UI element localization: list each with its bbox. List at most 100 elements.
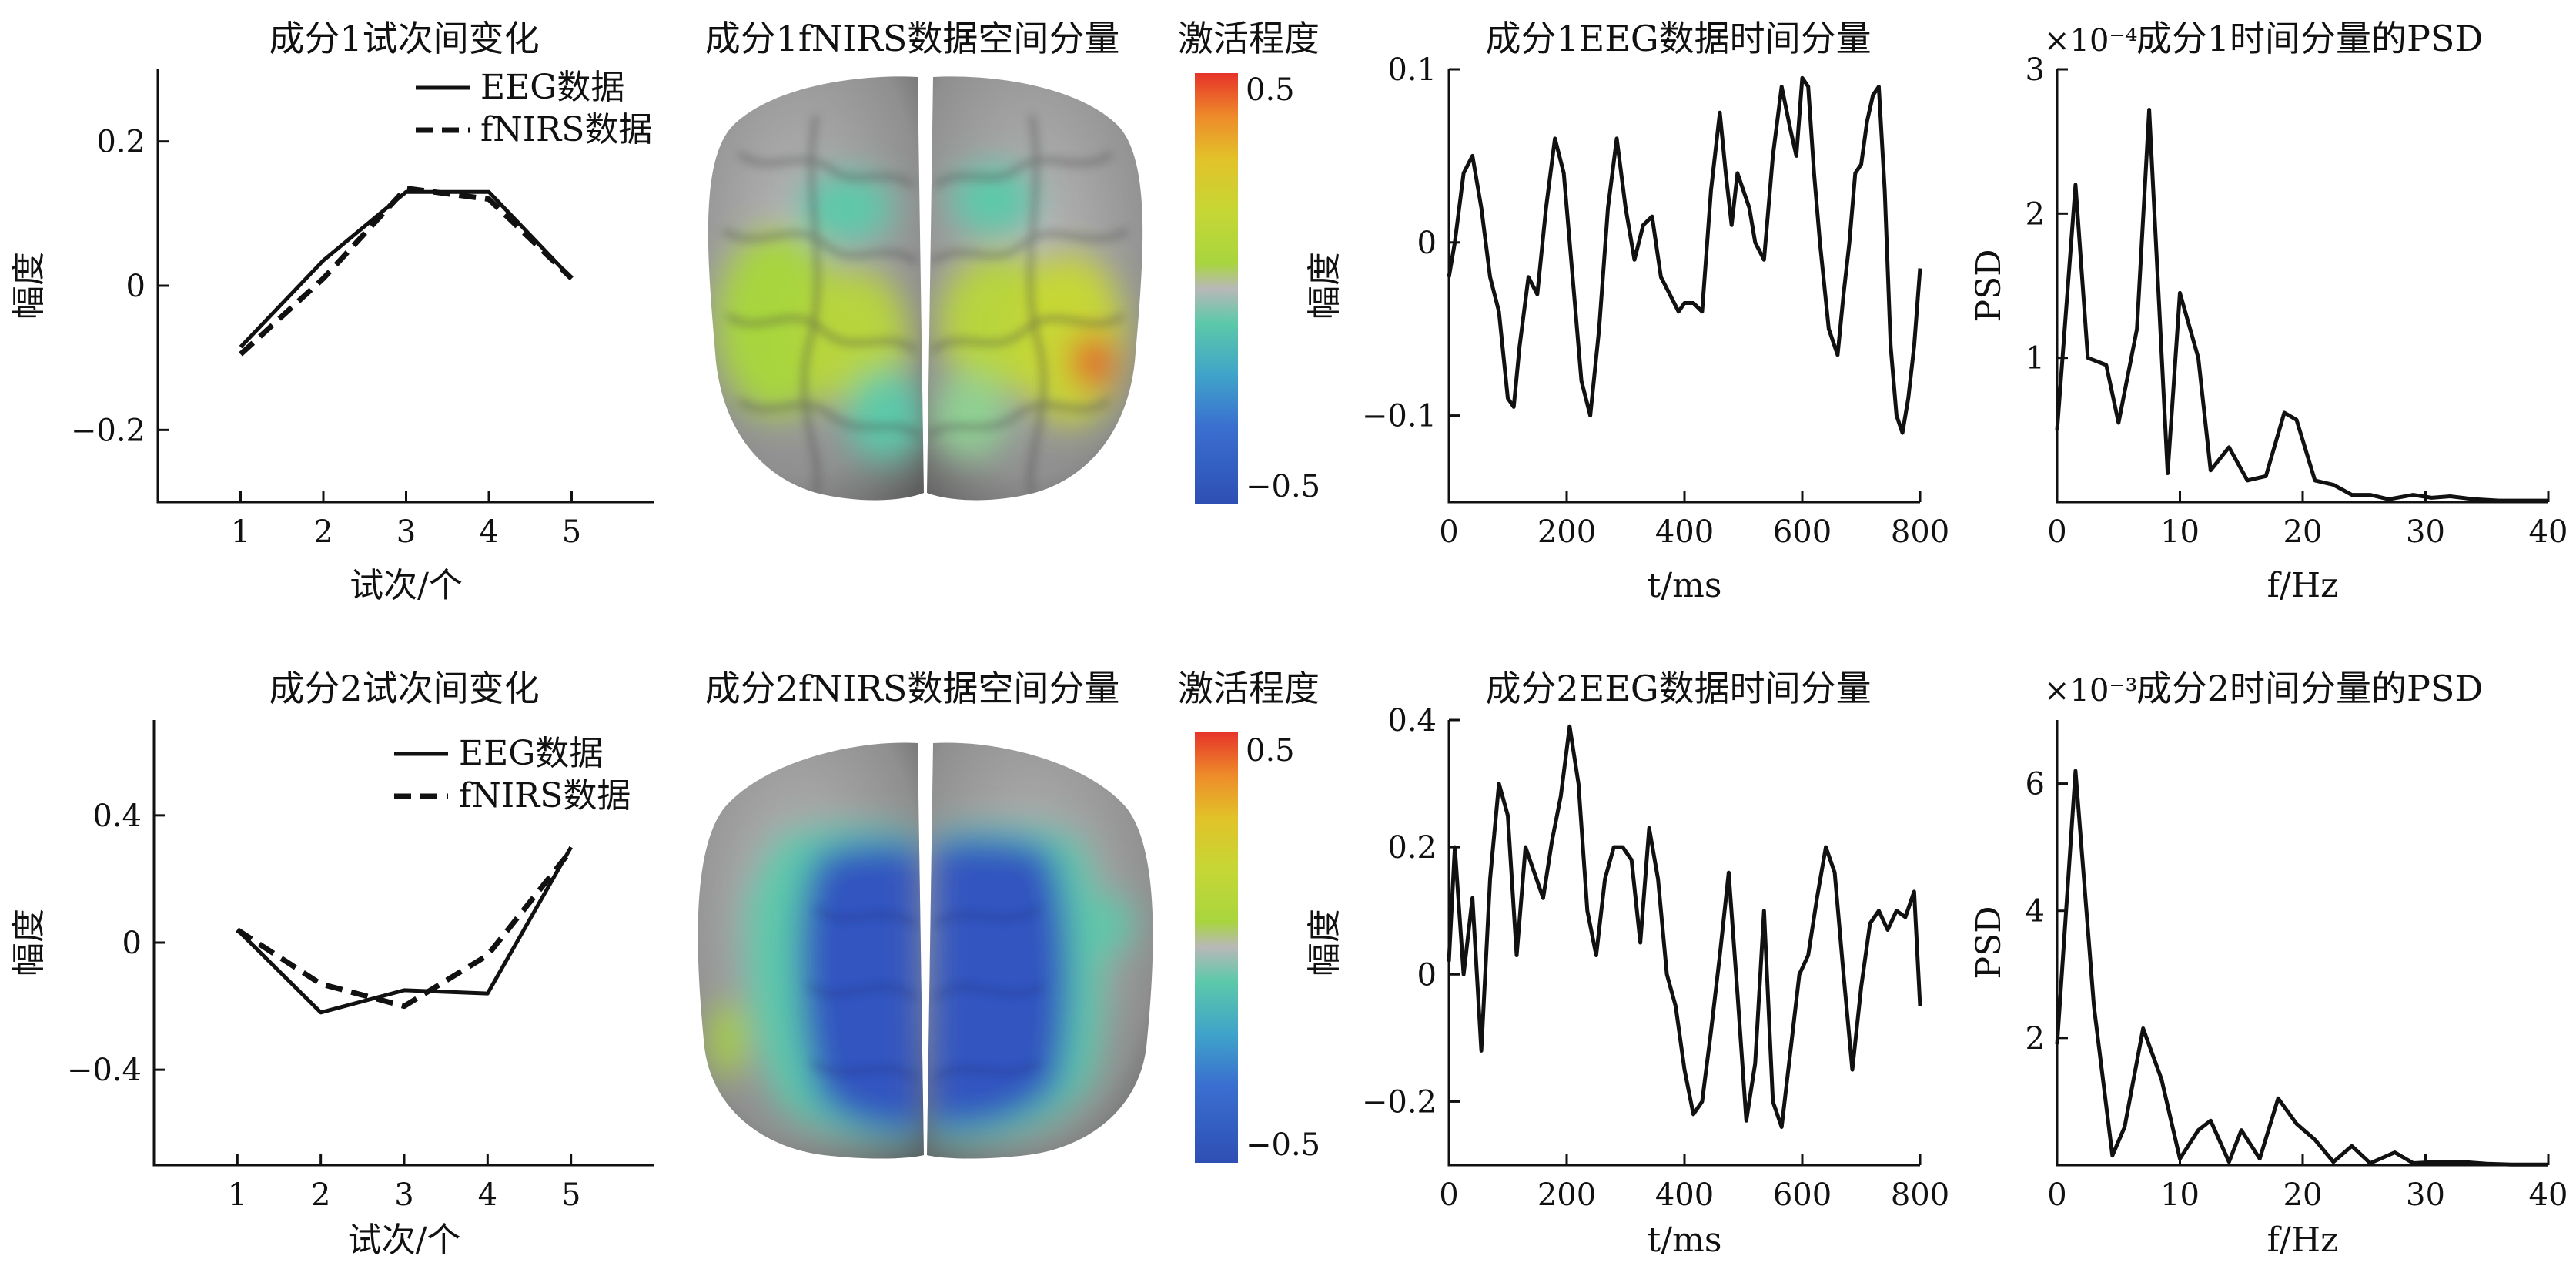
x-axis-label: f/Hz bbox=[2267, 566, 2339, 605]
x-tick-label: 2 bbox=[313, 514, 333, 550]
chart-title: 成分1时间分量的PSD bbox=[2136, 18, 2484, 59]
legend-entry: EEG数据 bbox=[480, 68, 624, 107]
y-tick-label: −0.2 bbox=[1362, 1084, 1437, 1120]
series-line-2 bbox=[239, 186, 574, 357]
brain-2-left-hemisphere bbox=[698, 742, 924, 1159]
chart-title: 成分2试次间变化 bbox=[269, 668, 539, 709]
brain-1-title: 成分1fNIRS数据空间分量 bbox=[705, 18, 1120, 59]
chart-p5: 0 200 400 600 800 −0.2 0 0.2 0.4 成分2EEG数据时间分量 t/ms… bbox=[1305, 668, 1949, 1260]
brain-1-colorbar-min: −0.5 bbox=[1246, 469, 1320, 504]
y-tick-label: 0.1 bbox=[1387, 52, 1437, 88]
legend-entry: fNIRS数据 bbox=[480, 110, 652, 149]
y-tick-label: 0 bbox=[126, 269, 146, 304]
brain-2-colorbar-max: 0.5 bbox=[1246, 733, 1295, 769]
chart-title: 成分1试次间变化 bbox=[269, 18, 539, 59]
brain-1-colorbar-max: 0.5 bbox=[1246, 72, 1295, 108]
y-tick-label: −0.1 bbox=[1362, 399, 1437, 434]
y-tick-label: 0 bbox=[1417, 957, 1437, 993]
x-tick-label: 20 bbox=[2283, 1177, 2323, 1213]
x-tick-label: 1 bbox=[231, 514, 250, 550]
brain-2-colorbar bbox=[1195, 732, 1238, 1163]
y-axis-label: 幅度 bbox=[9, 909, 49, 976]
y-axis-label: 幅度 bbox=[1305, 909, 1344, 976]
scale-label: ×10⁻⁴ bbox=[2044, 23, 2138, 59]
y-tick-label: 1 bbox=[2026, 341, 2045, 377]
x-axis-label: 试次/个 bbox=[350, 566, 463, 605]
y-axis-label: PSD bbox=[1969, 906, 2009, 979]
brain-panel-1: 成分1fNIRS数据空间分量 bbox=[705, 18, 1320, 504]
y-tick-label: 0 bbox=[1417, 226, 1437, 261]
y-tick-label: −0.2 bbox=[71, 413, 146, 448]
x-tick-label: 400 bbox=[1655, 1177, 1714, 1213]
chart-p2: 0 200 400 600 800 −0.1 0 0.1 成分1EEG数据时间分量 t/ms 幅度 bbox=[1305, 18, 1949, 605]
y-tick-label: 0.2 bbox=[96, 125, 146, 160]
brain-panel-2: 成分2fNIRS数据空间分量 bbox=[698, 668, 1320, 1163]
chart-p3: 0 10 20 30 40 1 2 3 成分1时间分量的PSD f/Hz PSD ×10⁻⁴ bbox=[1969, 18, 2568, 605]
x-tick-label: 0 bbox=[1439, 1177, 1458, 1213]
y-axis-label: PSD bbox=[1969, 249, 2009, 322]
brain-1-colorbar bbox=[1195, 73, 1238, 504]
x-tick-label: 200 bbox=[1537, 514, 1596, 550]
y-axis-label: 幅度 bbox=[9, 252, 49, 320]
x-tick-label: 0 bbox=[2047, 514, 2066, 550]
series-line-1 bbox=[1447, 75, 1922, 435]
series-line-1 bbox=[1447, 724, 1922, 1129]
y-tick-label: 4 bbox=[2026, 894, 2045, 929]
x-axis-label: t/ms bbox=[1648, 1221, 1722, 1260]
series-line-1 bbox=[2055, 769, 2548, 1167]
x-tick-label: 40 bbox=[2529, 1177, 2568, 1213]
x-tick-label: 4 bbox=[479, 514, 498, 550]
y-tick-label: 0.4 bbox=[1387, 703, 1437, 738]
chart-title: 成分2时间分量的PSD bbox=[2136, 668, 2484, 709]
y-axis-label: 幅度 bbox=[1305, 252, 1344, 320]
x-axis-label: f/Hz bbox=[2267, 1221, 2339, 1260]
brain-1-right-hemisphere bbox=[927, 76, 1143, 501]
scale-label: ×10⁻³ bbox=[2044, 673, 2138, 708]
x-tick-label: 3 bbox=[396, 514, 416, 550]
x-tick-label: 1 bbox=[228, 1177, 247, 1213]
x-tick-label: 800 bbox=[1891, 1177, 1949, 1213]
chart-title: 成分1EEG数据时间分量 bbox=[1485, 18, 1871, 59]
x-tick-label: 3 bbox=[394, 1177, 413, 1213]
x-tick-label: 30 bbox=[2406, 1177, 2445, 1213]
chart-p6: 0 10 20 30 40 2 4 6 成分2时间分量的PSD f/Hz PSD ×10⁻³ bbox=[1969, 668, 2568, 1260]
series-line-1 bbox=[239, 189, 574, 349]
legend-entry: EEG数据 bbox=[459, 734, 603, 773]
brain-1-left-hemisphere bbox=[708, 76, 924, 501]
x-tick-label: 200 bbox=[1537, 1177, 1596, 1213]
axes bbox=[1447, 69, 1920, 504]
brain-2-right-hemisphere bbox=[927, 742, 1153, 1159]
y-tick-label: 0.2 bbox=[1387, 830, 1437, 866]
x-axis-label: t/ms bbox=[1648, 566, 1722, 605]
series-line-2 bbox=[236, 849, 574, 1010]
series-line-1 bbox=[2055, 108, 2548, 503]
x-tick-label: 2 bbox=[311, 1177, 330, 1213]
chart-title: 成分2EEG数据时间分量 bbox=[1485, 668, 1871, 709]
x-tick-label: 20 bbox=[2283, 514, 2323, 550]
y-tick-label: 6 bbox=[2026, 767, 2045, 802]
x-tick-label: 0 bbox=[1439, 514, 1458, 550]
y-tick-label: −0.4 bbox=[67, 1053, 142, 1088]
brain-1-colorbar-label: 激活程度 bbox=[1178, 18, 1320, 59]
x-tick-label: 5 bbox=[562, 514, 581, 550]
series-line-1 bbox=[236, 846, 573, 1015]
y-tick-label: 3 bbox=[2026, 52, 2045, 88]
x-tick-label: 800 bbox=[1891, 514, 1949, 550]
x-tick-label: 4 bbox=[478, 1177, 497, 1213]
brain-2-title: 成分2fNIRS数据空间分量 bbox=[705, 668, 1120, 709]
x-tick-label: 10 bbox=[2160, 1177, 2200, 1213]
x-tick-label: 10 bbox=[2160, 514, 2200, 550]
y-tick-label: 0.4 bbox=[92, 799, 142, 834]
x-axis-label: 试次/个 bbox=[348, 1221, 461, 1260]
x-tick-label: 0 bbox=[2047, 1177, 2066, 1213]
brain-2-colorbar-min: −0.5 bbox=[1246, 1127, 1320, 1163]
y-tick-label: 2 bbox=[2026, 196, 2045, 232]
x-tick-label: 30 bbox=[2406, 514, 2445, 550]
x-tick-label: 400 bbox=[1655, 514, 1714, 550]
legend-entry: fNIRS数据 bbox=[459, 776, 631, 816]
y-tick-label: 0 bbox=[122, 926, 142, 961]
x-tick-label: 600 bbox=[1773, 1177, 1832, 1213]
